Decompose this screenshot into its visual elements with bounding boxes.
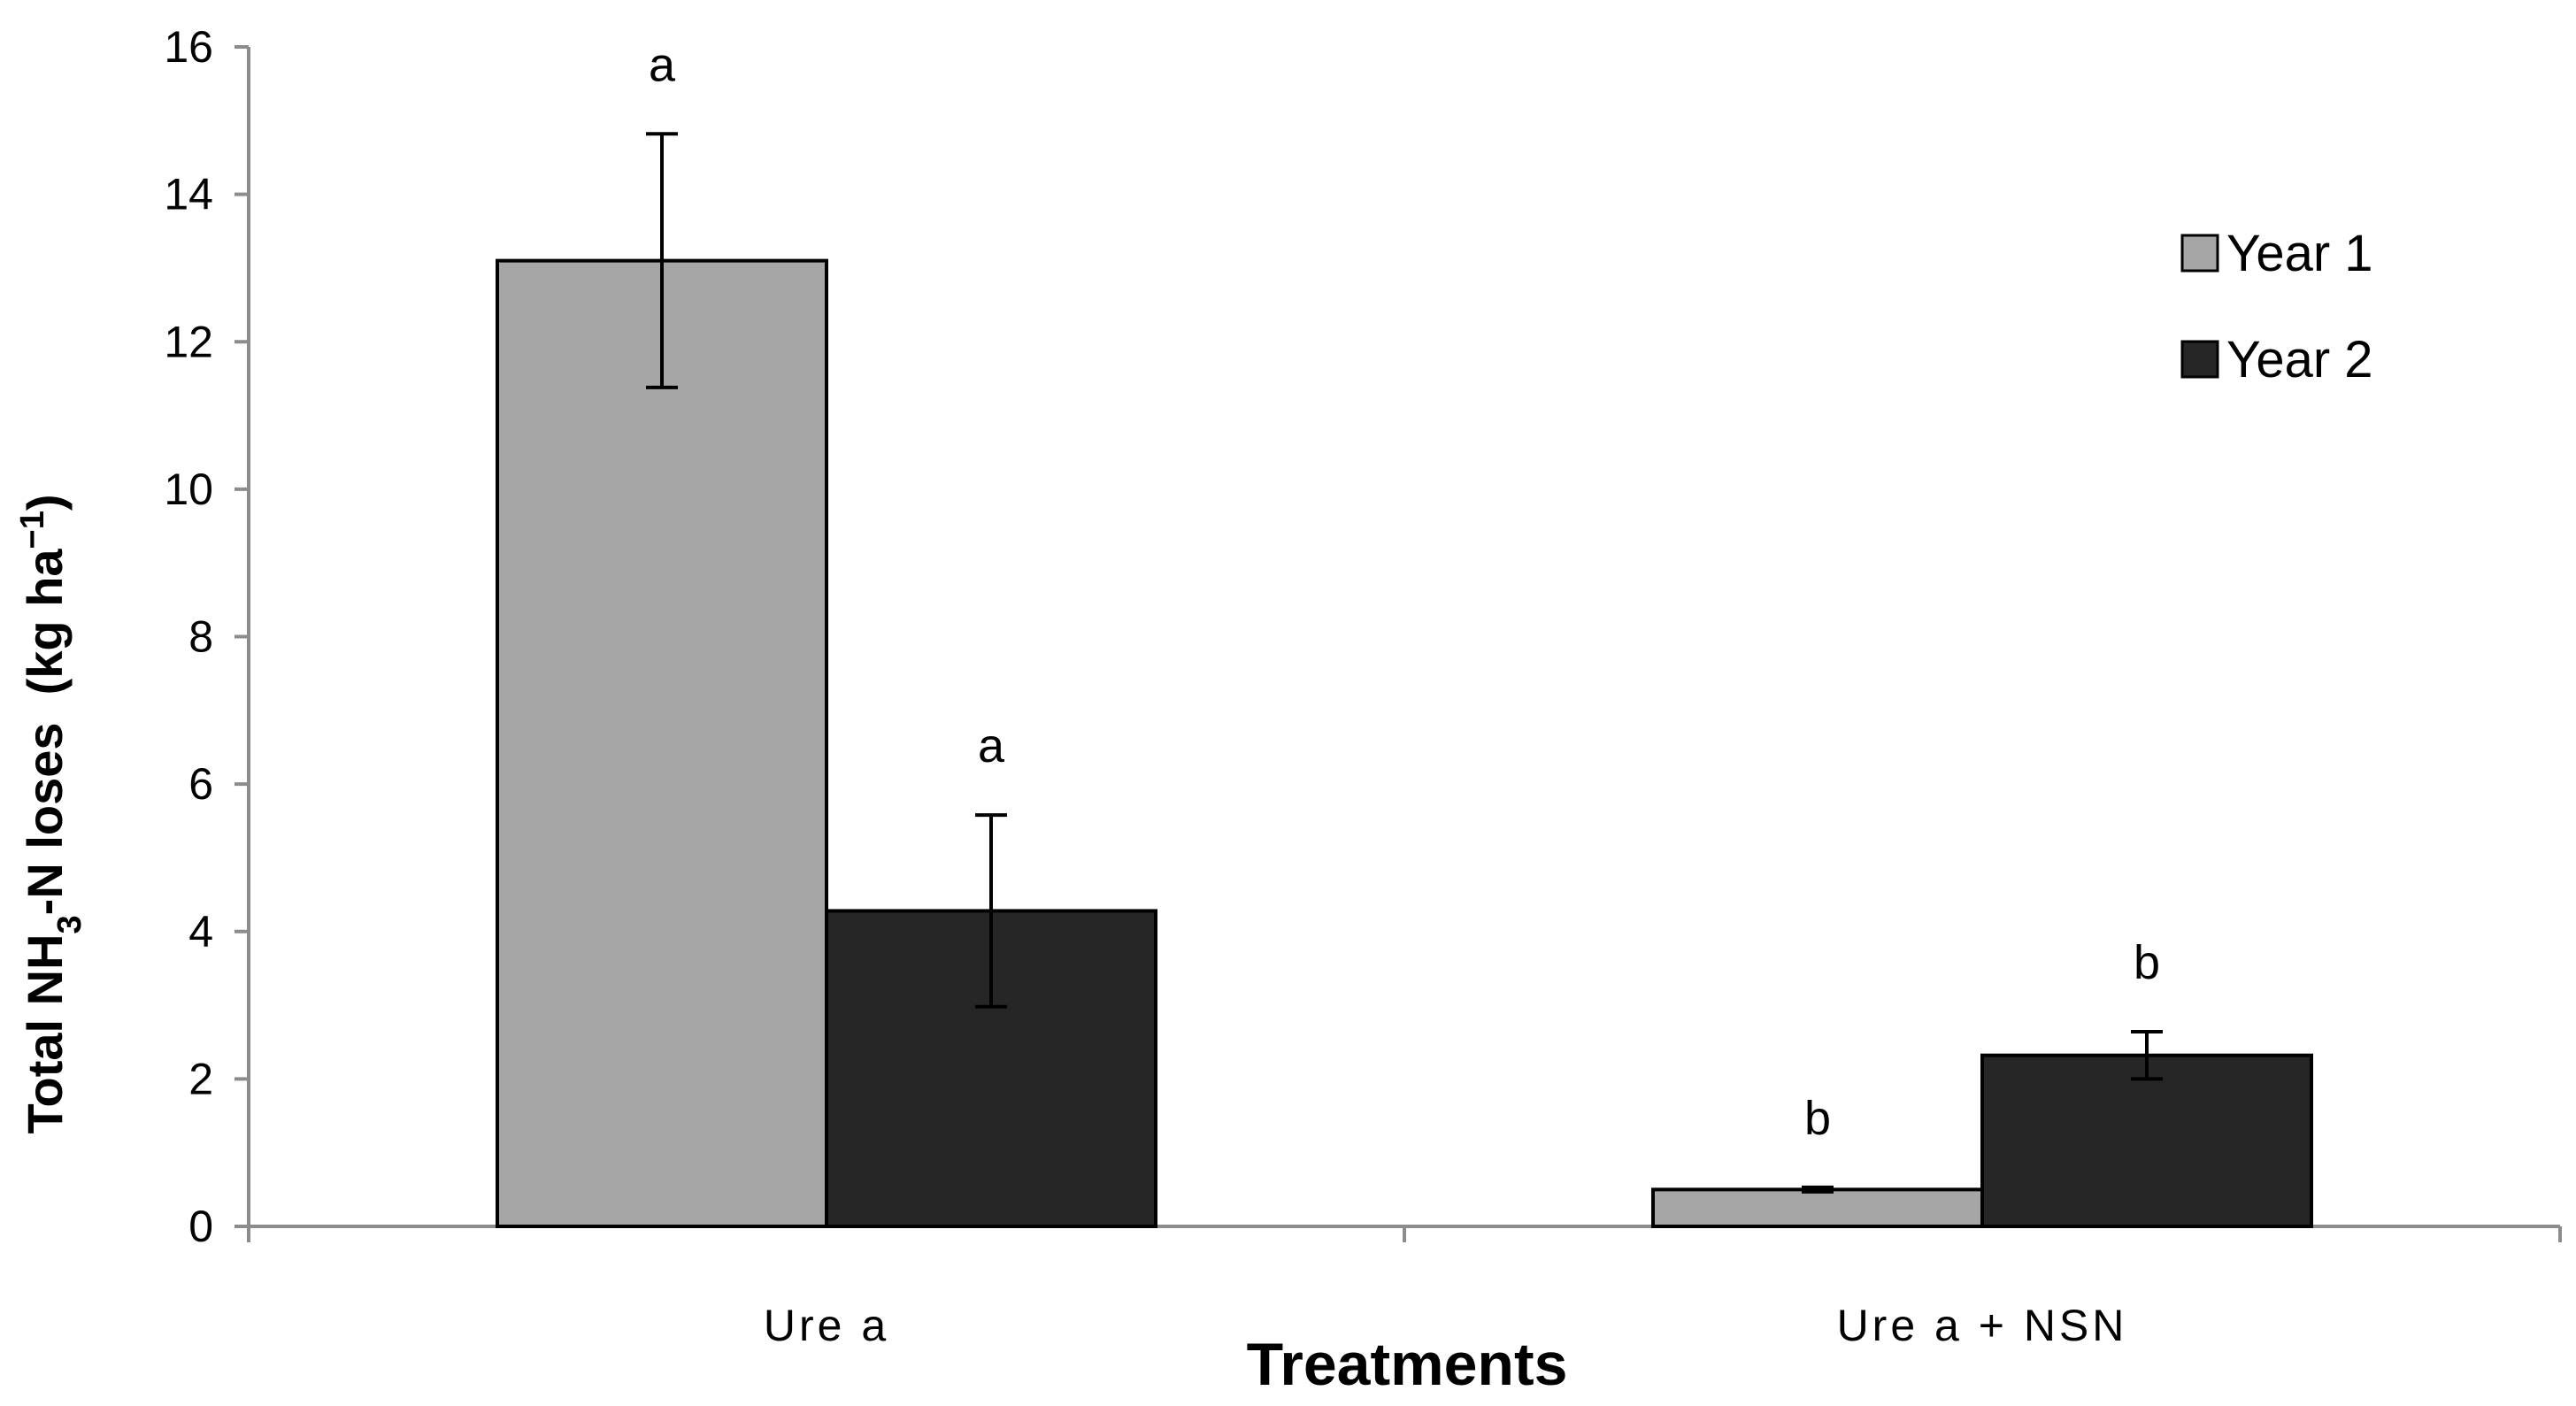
legend: Year 1 Year 2 [2180,225,2373,388]
y-axis-title-main: Total NH [17,933,73,1133]
y-tick-label: 16 [164,22,213,72]
significance-letter: a [649,38,676,91]
y-tick-label: 2 [188,1054,213,1103]
legend-swatch [2180,234,2219,273]
legend-label: Year 1 [2226,225,2373,282]
significance-letter: b [1804,1092,1831,1145]
y-axis-title: Total NH3-N loses (kg ha−1) [14,494,88,1133]
y-tick-label: 6 [188,759,213,809]
error-bars [646,132,2163,1194]
y-axis-title-rest: -N loses (kg ha [17,549,73,916]
x-axis-title: Treatments [1247,1331,1568,1398]
legend-label: Year 2 [2226,331,2373,388]
significance-letter: a [978,719,1005,772]
bars [496,258,2313,1229]
bar [1651,1187,1984,1228]
y-tick-label: 12 [164,317,213,366]
legend-swatch [2180,340,2219,379]
y-axis-title-end: ) [17,494,73,511]
bar [1980,1053,2313,1228]
y-tick-label: 14 [164,170,213,219]
y-tick-label: 8 [188,612,213,662]
bar [496,258,828,1229]
significance-letter: b [2134,936,2160,989]
y-axis-title-subscript: 3 [51,915,88,933]
y-tick-label: 10 [164,465,213,514]
x-category-label: Ure a + NSN [1837,1301,2128,1350]
y-tick-label: 4 [188,907,213,957]
y-axis: 0 2 4 6 8 10 12 14 16 [164,22,250,1251]
y-axis-title-superscript: −1 [14,511,51,549]
y-tick-label: 0 [188,1202,213,1251]
significance-labels: a a b b [649,38,2160,1145]
x-category-label: Ure a [764,1301,889,1350]
